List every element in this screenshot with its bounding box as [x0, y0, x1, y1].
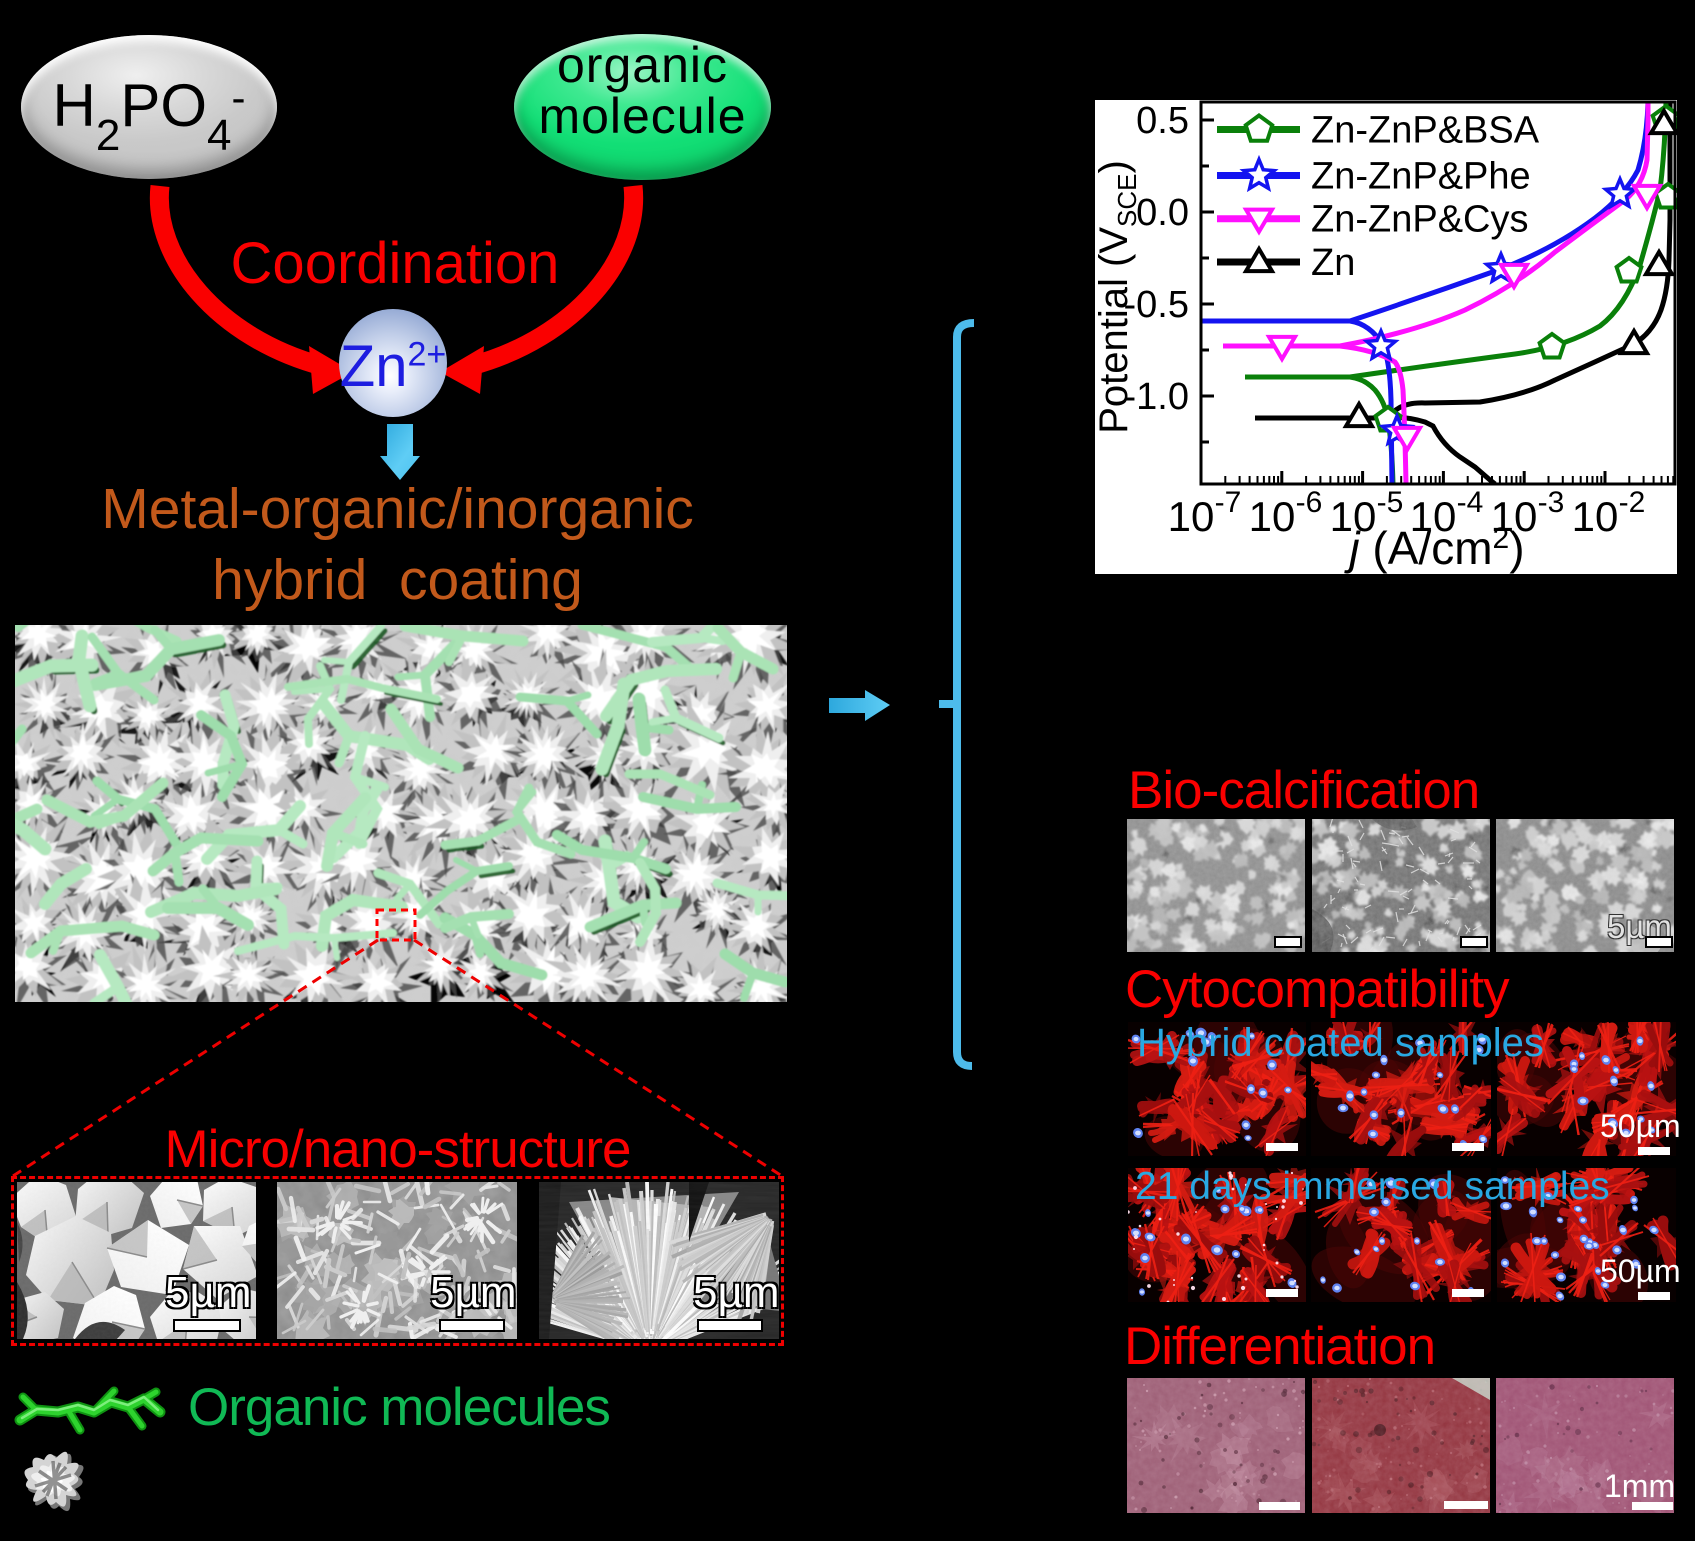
svg-text:10: 10 [1168, 493, 1215, 540]
svg-text:-1.0: -1.0 [1124, 376, 1189, 418]
svg-text:-4: -4 [1457, 486, 1484, 519]
svg-text:0.5: 0.5 [1136, 100, 1189, 142]
svg-text:-0.5: -0.5 [1124, 284, 1189, 326]
svg-text:-3: -3 [1538, 486, 1565, 519]
svg-text:Zn: Zn [1311, 242, 1355, 284]
svg-text:10: 10 [1410, 493, 1457, 540]
svg-text:-2: -2 [1619, 486, 1646, 519]
svg-text:Zn-ZnP&BSA: Zn-ZnP&BSA [1311, 110, 1540, 152]
svg-text:-5: -5 [1377, 486, 1404, 519]
svg-text:Zn-ZnP&Cys: Zn-ZnP&Cys [1311, 199, 1528, 241]
svg-text:10: 10 [1491, 493, 1538, 540]
svg-text:10: 10 [1572, 493, 1619, 540]
svg-text:-7: -7 [1215, 486, 1242, 519]
svg-text:0.0: 0.0 [1136, 192, 1189, 234]
svg-text:Zn-ZnP&Phe: Zn-ZnP&Phe [1311, 156, 1531, 198]
svg-text:10: 10 [1330, 493, 1377, 540]
svg-text:-6: -6 [1296, 486, 1323, 519]
svg-text:10: 10 [1249, 493, 1296, 540]
